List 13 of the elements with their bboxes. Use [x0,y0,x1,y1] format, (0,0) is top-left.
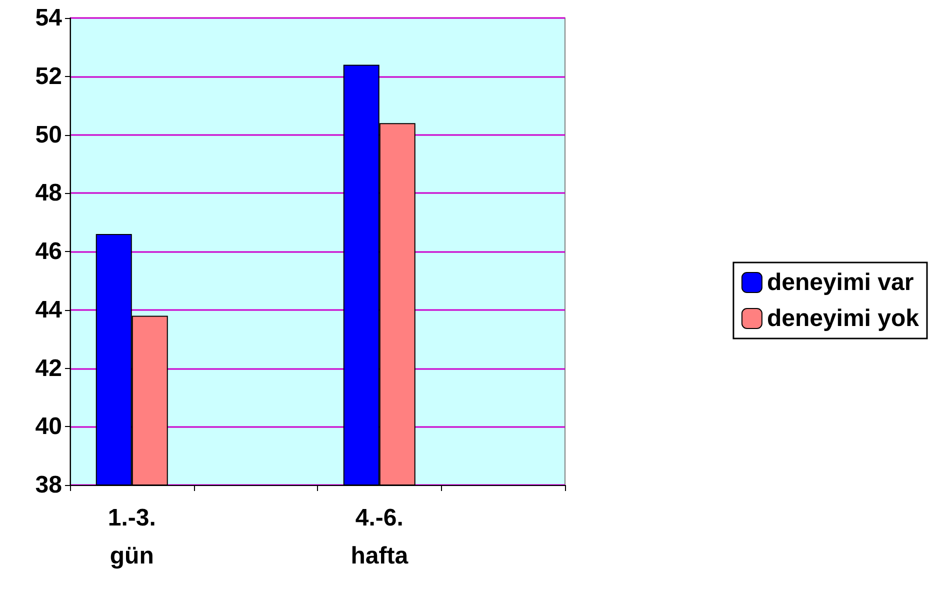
x-tick-label: 1.-3. gün [108,504,156,570]
y-tick-label: 46 [35,238,62,265]
y-tick-label: 42 [35,354,62,382]
y-tick-label: 38 [35,472,62,498]
legend-label: deneyimi var [766,269,914,296]
y-tick-label: 50 [35,121,62,148]
y-tick-label: 48 [35,180,62,207]
y-tick-label: 40 [35,413,62,440]
y-tick-label: 44 [35,296,63,324]
y-tick-label: 54 [35,4,63,32]
y-tick-label: 52 [35,62,62,90]
x-tick-label: 4.-6. hafta [350,504,409,570]
legend-label: deneyimi yok [766,305,920,332]
